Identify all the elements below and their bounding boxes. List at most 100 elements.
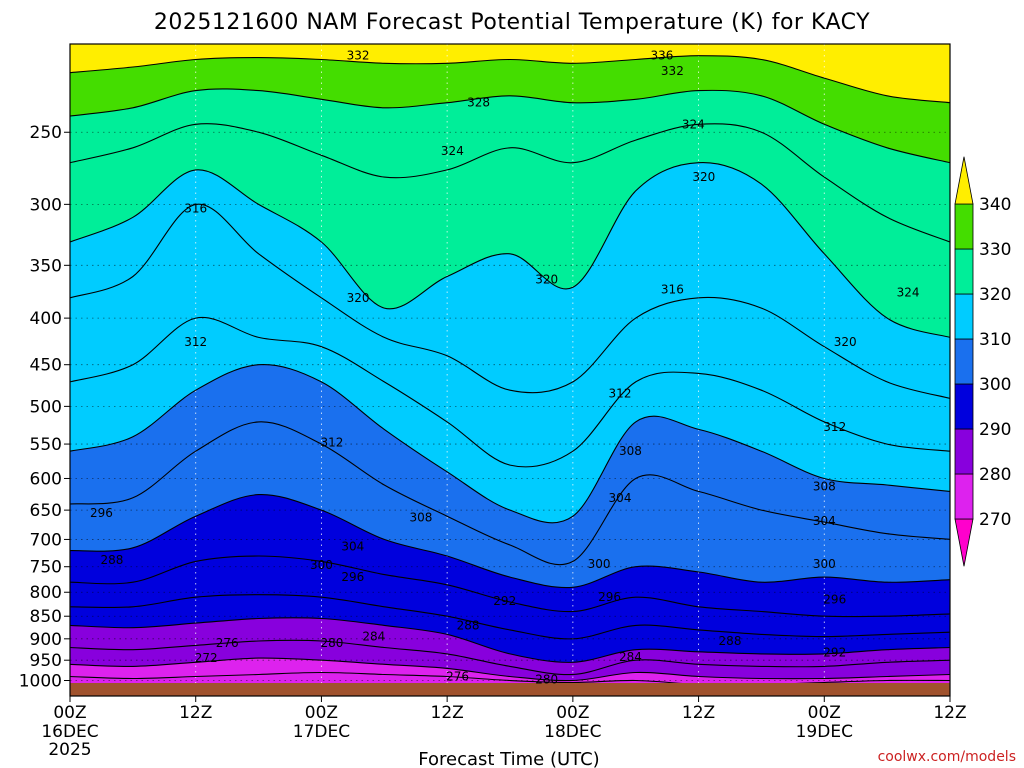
colorbar-bin-290: [954, 383, 974, 430]
plot-area: [70, 44, 950, 696]
theta-fills: [70, 55, 950, 696]
contour-label-272: 272: [195, 651, 218, 665]
y-tick-label-500: 500: [30, 397, 62, 417]
contour-label-284: 284: [362, 630, 385, 644]
y-tick-label-900: 900: [30, 630, 62, 650]
colorbar-bin-330: [954, 203, 974, 250]
isentrope-288: [70, 617, 950, 663]
x-date-label-48: 18DEC: [544, 722, 601, 742]
contour-label-312: 312: [320, 436, 343, 450]
y-tick-label-600: 600: [30, 469, 62, 489]
contour-label-316: 316: [184, 201, 207, 215]
contour-label-296: 296: [90, 506, 113, 520]
contour-label-296: 296: [598, 590, 621, 604]
x-tick-label-48: 00Z: [556, 703, 589, 723]
contour-label-276: 276: [216, 636, 239, 650]
contour-label-300: 300: [813, 557, 836, 571]
contour-label-324: 324: [897, 286, 920, 300]
contour-label-320: 320: [692, 170, 715, 184]
contour-label-320: 320: [535, 273, 558, 287]
contour-label-300: 300: [588, 557, 611, 571]
contour-label-320: 320: [347, 291, 370, 305]
contour-label-308: 308: [813, 479, 836, 493]
colorbar-tick-310: 310: [979, 330, 1011, 350]
y-tick-label-650: 650: [30, 501, 62, 521]
x-tick-label-24: 00Z: [305, 703, 338, 723]
contour-label-332: 332: [347, 49, 370, 63]
isentrope-320: [70, 162, 950, 338]
isentrope-304: [70, 421, 950, 566]
y-tick-label-750: 750: [30, 558, 62, 578]
y-tick-label-850: 850: [30, 607, 62, 627]
x-tick-label-72: 00Z: [808, 703, 841, 723]
y-tick-label-250: 250: [30, 123, 62, 143]
colorbar-bin-280: [954, 428, 974, 475]
contour-label-296: 296: [341, 570, 364, 584]
colorbar-bin-340: [954, 156, 974, 205]
isentrope-292: [70, 594, 950, 640]
contour-label-324: 324: [682, 117, 705, 131]
colorbar-tick-280: 280: [979, 465, 1011, 485]
x-tick-label-12: 12Z: [179, 703, 212, 723]
contour-label-280: 280: [320, 636, 343, 650]
contour-label-288: 288: [457, 618, 480, 632]
y-axis: 250 300 350 400 450 500 550 600 650 700 750 800 850 9…: [19, 123, 70, 691]
colorbar-bin-320: [954, 248, 974, 295]
y-tick-label-800: 800: [30, 583, 62, 603]
isentrope-316: [70, 203, 950, 399]
contour-label-288: 288: [719, 634, 742, 648]
colorbar-bin-310: [954, 293, 974, 340]
colorbar-bin-270: [954, 473, 974, 520]
ground-below-surface: [70, 683, 950, 696]
colorbar-bin-260: [954, 518, 974, 567]
contour-label-276: 276: [446, 670, 469, 684]
isentrope-284: [70, 639, 950, 676]
y-tick-label-450: 450: [30, 356, 62, 376]
y-tick-label-950: 950: [30, 651, 62, 671]
contour-label-324: 324: [441, 144, 464, 158]
contour-label-308: 308: [619, 444, 642, 458]
contour-label-308: 308: [409, 510, 432, 524]
isentrope-296: [70, 555, 950, 618]
contour-label-320: 320: [834, 335, 857, 349]
colorbar-tick-290: 290: [979, 420, 1011, 440]
contour-label-336: 336: [650, 49, 673, 63]
contour-label-292: 292: [823, 646, 846, 660]
x-tick-label-60: 12Z: [682, 703, 715, 723]
x-axis-title: Forecast Time (UTC): [418, 749, 599, 768]
contour-label-312: 312: [184, 335, 207, 349]
contour-label-304: 304: [609, 491, 632, 505]
plot-frame: [69, 43, 951, 697]
y-tick-label-300: 300: [30, 195, 62, 215]
isentrope-332: [70, 55, 950, 104]
contour-label-312: 312: [823, 420, 846, 434]
colorbar-tick-270: 270: [979, 510, 1011, 530]
x-date-label-72: 19DEC: [796, 722, 853, 742]
colorbar-tick-300: 300: [979, 375, 1011, 395]
isentrope-324: [70, 123, 950, 243]
x-date-label-24: 17DEC: [293, 722, 350, 742]
y-tick-label-400: 400: [30, 309, 62, 329]
y-tick-label-1000: 1000: [19, 671, 62, 691]
x-date-label-0: 16DEC: [41, 722, 98, 742]
isentrope-308: [70, 364, 950, 524]
isentrope-328: [70, 88, 950, 164]
isentrope-300: [70, 494, 950, 589]
colorbar-bin-300: [954, 338, 974, 385]
x-tick-label-36: 12Z: [431, 703, 464, 723]
y-tick-label-700: 700: [30, 530, 62, 550]
isentrope-312: [70, 316, 950, 468]
chart-title: 2025121600 NAM Forecast Potential Temper…: [154, 10, 870, 35]
colorbar: 270 280 290 300 310 320 330 340: [954, 156, 1011, 567]
x-tick-label-84: 12Z: [933, 703, 966, 723]
contour-label-304: 304: [813, 514, 836, 528]
contour-label-280: 280: [535, 673, 558, 687]
x-year-label-0: 2025: [48, 740, 91, 760]
credit-text: coolwx.com/models: [878, 749, 1016, 765]
contour-label-312: 312: [609, 387, 632, 401]
contour-label-292: 292: [493, 594, 516, 608]
x-tick-label-0: 00Z: [53, 703, 86, 723]
